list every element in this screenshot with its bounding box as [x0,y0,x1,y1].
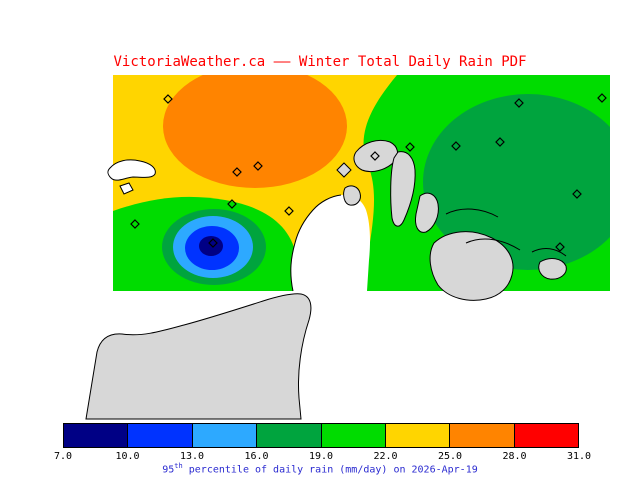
colorbar-tick-label: 7.0 [53,451,73,462]
colorbar-ticks: 7.0 10.0 13.0 16.0 19.0 22.0 25.0 28.0 31.0 [54,451,591,463]
land-island-c [415,192,439,233]
colorbar-tick-label: 28.0 [502,451,527,462]
colorbar-tick-label: 19.0 [308,451,334,462]
harbour-shape [107,159,156,181]
colorbar-segment [127,424,192,447]
land-islet-f [336,162,352,178]
harbour-shape-small [119,182,134,195]
colorbar-segment [256,424,321,447]
colorbar-segment [191,424,257,447]
gulf-islands-coastline-3 [531,248,567,257]
land-masses [85,139,567,420]
colorbar-tick-label: 22.0 [373,451,398,462]
station-marker-icon [227,199,237,209]
stations-group [130,93,607,252]
station-marker-icon [232,167,242,177]
colorbar-tick-label: 31.0 [566,451,592,462]
colorbar-segment [320,424,385,447]
station-marker-icon [514,98,524,108]
station-marker-icon [370,151,380,161]
station-marker-icon [284,206,294,216]
colorbar-tick-label: 13.0 [179,451,205,462]
gulf-islands-coastline-1 [445,208,499,218]
station-marker-icon [495,137,505,147]
station-marker-icon [405,142,415,152]
caption: 95th percentile of daily rain (mm/day) o… [0,462,640,475]
station-marker-icon [555,242,565,252]
coastlines [290,194,567,292]
land-island-b [390,151,416,227]
caption-superscript: th [174,462,183,470]
victoria-coastline [290,194,342,292]
contour-level-16-19-east [423,94,610,270]
colorbar-segment [384,424,450,447]
colorbar [63,423,579,448]
station-marker-icon [208,238,218,248]
strait-water [290,194,370,291]
contour-level-25-28 [163,75,347,188]
gulf-islands-coastline-2 [465,238,521,251]
colorbar-segment [64,424,128,447]
colorbar-tick-label: 10.0 [115,451,140,462]
station-marker-icon [451,141,461,151]
caption-prefix: 95 [162,464,175,476]
land-islet-g [343,185,361,206]
station-marker-icon [597,93,607,103]
contour-field [113,75,610,291]
station-marker-icon [253,161,263,171]
contour-level-7-10-core [199,236,223,256]
colorbar-segment [449,424,514,447]
page-title: VictoriaWeather.ca —— Winter Total Daily… [113,54,527,70]
colorbar-tick-label: 25.0 [437,451,463,462]
colorbar-segment [513,424,578,447]
harbour-outlines [107,159,156,195]
station-marker-icon [130,219,140,229]
land-olympic-peninsula [85,293,312,420]
caption-suffix: percentile of daily rain (mm/day) on 202… [182,464,478,476]
land-island-d [429,231,514,301]
station-marker-icon [163,94,173,104]
station-marker-icon [572,189,582,199]
colorbar-tick-label: 16.0 [244,451,269,462]
land-island-e [538,258,567,280]
